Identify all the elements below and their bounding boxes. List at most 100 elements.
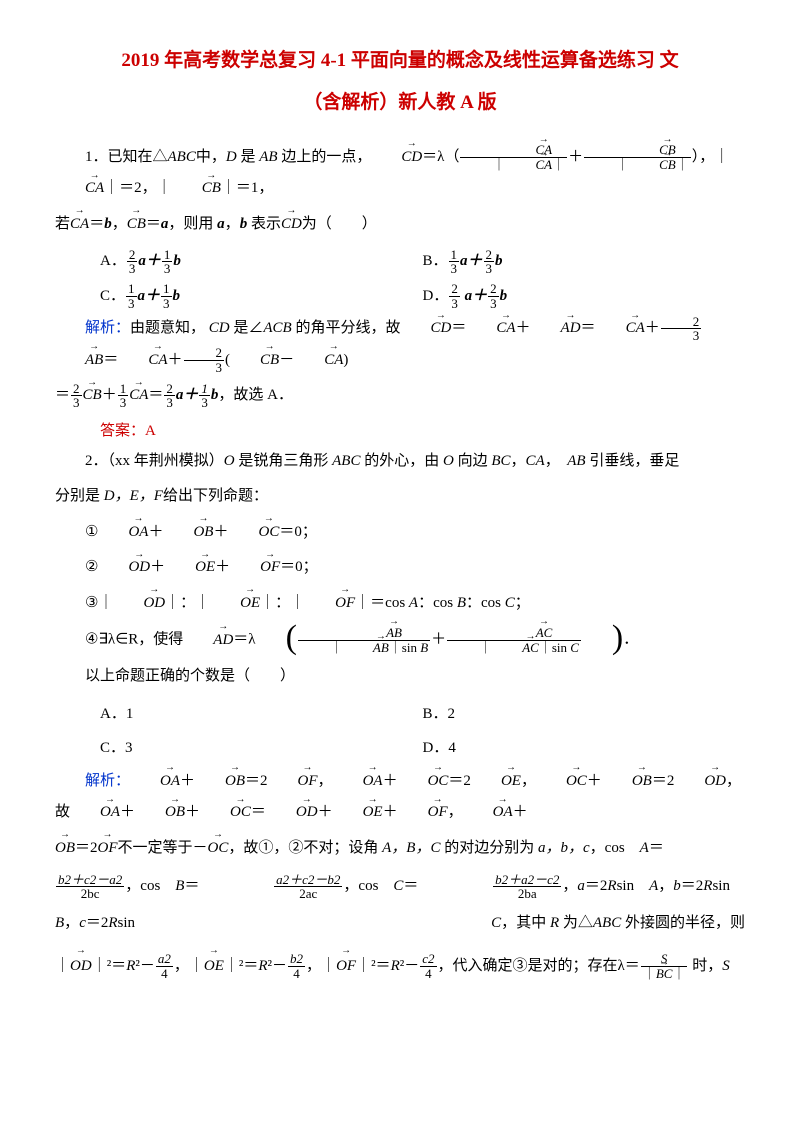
q2-sol3: b2＋c2－a22bc，cos B＝ a2＋c2－b22ac，cos C＝ b2…: [55, 868, 745, 904]
t: R: [126, 958, 135, 974]
abc: ABC: [168, 149, 196, 165]
t: 4: [288, 967, 305, 981]
t: CB: [83, 387, 102, 403]
t: 4: [156, 967, 173, 981]
t: ＝: [89, 216, 104, 232]
t: ｜：｜: [260, 595, 305, 611]
t: ＝: [251, 804, 266, 820]
d: 3: [449, 262, 460, 276]
q2-stmt4: ④∃λ∈R，使得AD＝λ(AB｜AB｜sin B＋AC｜AC｜sin C)．: [55, 623, 745, 657]
n: 2: [127, 248, 138, 263]
t: ＋: [383, 804, 398, 820]
title-line2: （含解析）新人教 A 版: [303, 92, 496, 113]
t: ：cos: [466, 595, 505, 611]
t: ，｜: [306, 958, 336, 974]
t: OE: [204, 958, 224, 974]
t: AB: [567, 453, 585, 469]
t: ＝2: [86, 915, 109, 931]
t: CB: [260, 352, 279, 368]
t: ＝2: [585, 878, 608, 894]
t: ｜＝1，: [221, 180, 274, 196]
t: ＝: [184, 878, 199, 894]
opt-a: A．23a＋13b: [100, 244, 423, 279]
t: 是∠: [233, 320, 263, 336]
t: ＝: [403, 878, 418, 894]
t: 为△: [559, 915, 593, 931]
t: ，则用: [168, 216, 217, 232]
t: CA: [626, 320, 645, 336]
title-line1: 2019 年高考数学总复习 4-1 平面向量的概念及线性运算备选练习 文: [121, 50, 678, 71]
t: ｜²＝: [356, 958, 391, 974]
t: 若: [55, 216, 70, 232]
t: ，: [225, 216, 240, 232]
t: 是: [237, 149, 260, 165]
t: ，: [501, 915, 516, 931]
t: 4: [420, 967, 436, 981]
ans-label: 答案：: [100, 423, 145, 439]
t: b: [495, 253, 503, 269]
question-2: 2．（xx 年荆州模拟）O 是锐角三角形 ABC 的外心，由 O 向边 BC，C…: [55, 446, 745, 478]
t: 以上命题正确的个数是（ ）: [85, 668, 295, 684]
t: 分别是: [55, 488, 104, 504]
t: ，cos: [125, 878, 175, 894]
t: OB: [55, 840, 75, 856]
t: S: [722, 958, 730, 974]
cd: CD: [401, 149, 422, 165]
t: OD: [296, 804, 318, 820]
t: OC: [230, 804, 251, 820]
t: CD: [205, 320, 233, 336]
q1-text: 1．已知在△: [85, 149, 168, 165]
t: CA: [526, 453, 545, 469]
t: ，代入确定③是对的；存在λ＝: [438, 958, 640, 974]
frac: CA｜CA｜: [460, 143, 567, 171]
t: ABC: [332, 453, 360, 469]
t: ，｜: [174, 958, 204, 974]
t: OF: [335, 595, 355, 611]
t: sin: [118, 915, 151, 931]
vec: CB: [172, 173, 221, 205]
ab: AB: [259, 149, 277, 165]
d: 3: [162, 262, 173, 276]
opt-b: B．13a＋23b: [423, 244, 746, 279]
vec-cd: CD: [371, 142, 422, 174]
t: ｜sin: [389, 640, 420, 655]
t: ；: [515, 595, 530, 611]
t: ＋: [383, 773, 398, 789]
t: AD: [213, 632, 233, 648]
t: ＝: [451, 320, 466, 336]
t: a＋: [460, 253, 483, 269]
t: ): [343, 352, 348, 368]
t: ：cos: [418, 595, 457, 611]
t: OC: [428, 773, 449, 789]
n: 1: [161, 282, 172, 297]
n: 2: [488, 282, 499, 297]
t: 时，: [688, 958, 722, 974]
t: A，B，C: [382, 840, 440, 856]
t: b2＋c2－a2: [58, 872, 122, 887]
t: AB: [373, 640, 389, 655]
opt-a: A．1: [100, 697, 423, 732]
t: ｜: [672, 966, 685, 981]
t: ＋: [318, 804, 333, 820]
d: 3: [127, 262, 138, 276]
q2-stmt3: ③｜OD｜：｜OE｜：｜OF｜＝cos A：cos B：cos C；: [55, 588, 745, 620]
t: R: [550, 915, 559, 931]
t: ｜sin: [539, 640, 570, 655]
t: D．: [423, 288, 449, 304]
t: ，: [658, 878, 673, 894]
ans-val: A: [145, 423, 156, 439]
t: ＋: [120, 804, 135, 820]
t: ），｜: [692, 149, 730, 165]
ca: CA: [70, 216, 89, 232]
t: ④∃λ∈R，使得: [85, 632, 183, 648]
cb: CB: [659, 157, 676, 172]
t: OD: [128, 559, 150, 575]
vec: CD: [281, 209, 302, 241]
d: 3: [484, 262, 495, 276]
q1-sol-cont: ＝23CB＋13CA＝23a＋13b，故选 A．: [55, 380, 745, 412]
t: 的外心，由: [360, 453, 443, 469]
t: ｜: [643, 966, 656, 981]
t: ，: [521, 773, 536, 789]
t: 向边: [454, 453, 492, 469]
ca: CA: [85, 180, 104, 196]
